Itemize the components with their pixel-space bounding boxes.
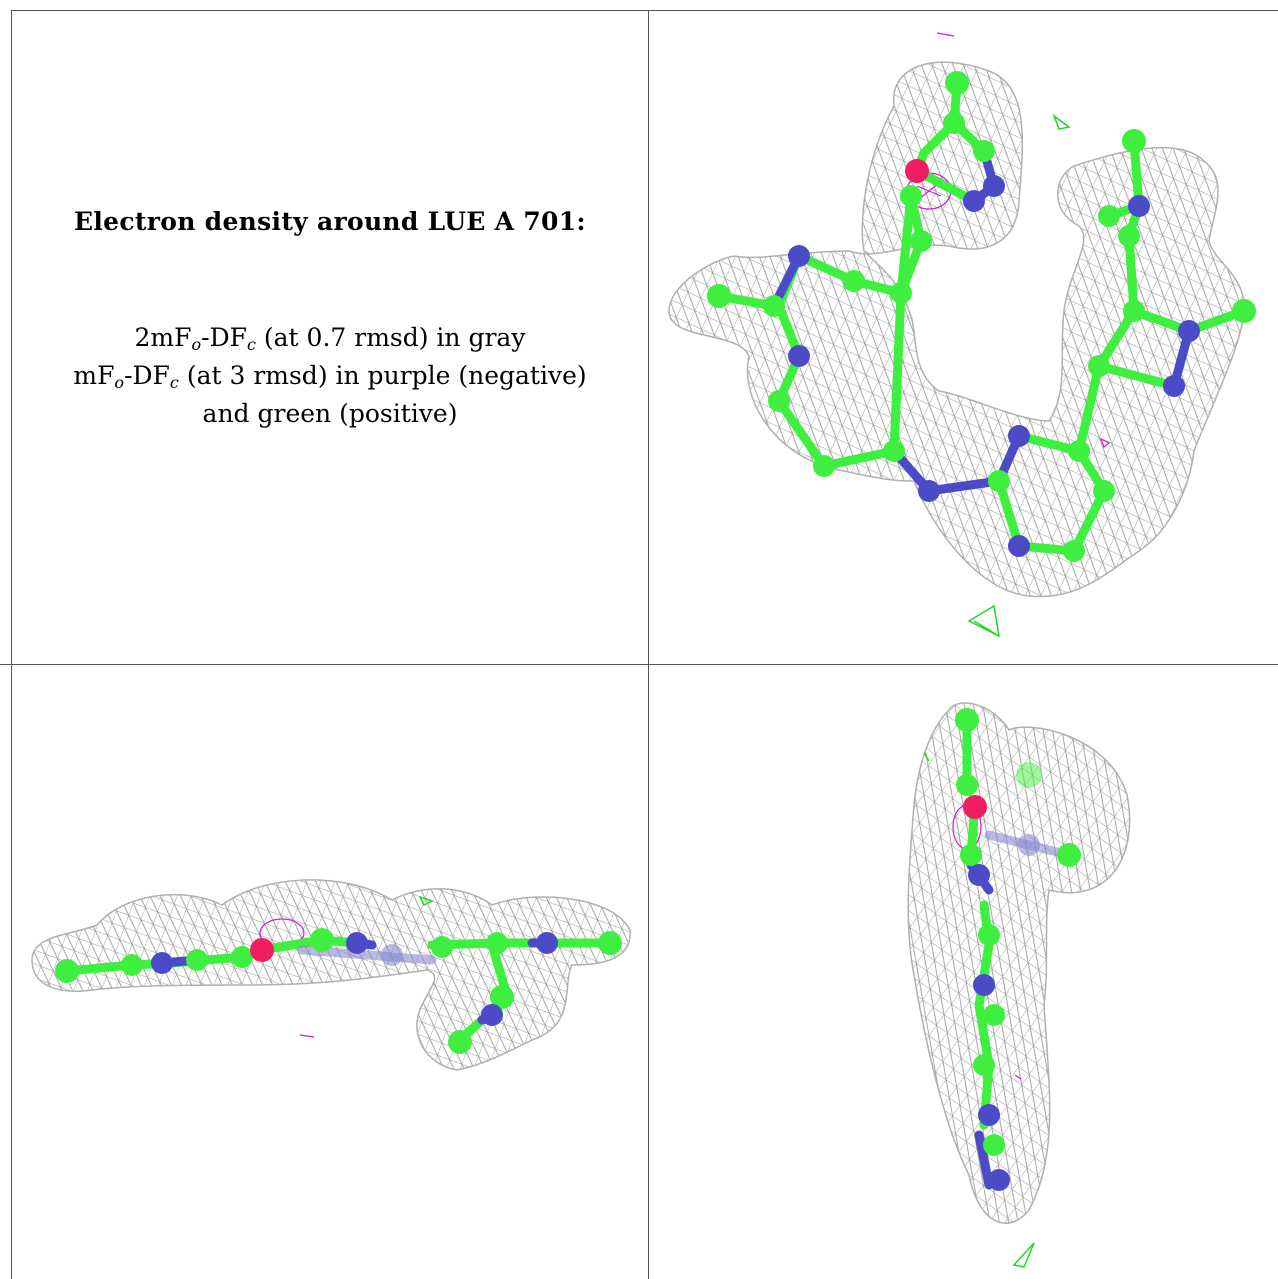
ligand-atoms	[955, 708, 1081, 1191]
density-mesh-positive	[923, 752, 1035, 1268]
figure-frame	[11, 10, 1278, 1279]
density-legend: 2mFo-DFc (at 0.7 rmsd) in gray mFo-DFc (…	[12, 319, 648, 433]
density-mesh-2fofc	[907, 702, 1131, 1224]
molecule-view-face-on	[668, 32, 1256, 638]
density-view-side	[12, 665, 648, 1279]
vertical-divider	[648, 10, 649, 1279]
molecule-view-edge-on	[31, 879, 631, 1071]
legend-line-2fofc: 2mFo-DFc (at 0.7 rmsd) in gray	[134, 323, 526, 354]
density-mesh-2fofc	[668, 61, 1246, 598]
caption-panel: Electron density around LUE A 701: 2mFo-…	[12, 11, 648, 664]
ligand-atoms	[707, 71, 1256, 562]
ligand-atoms	[55, 928, 622, 1054]
density-view-end	[649, 665, 1278, 1279]
density-view-top	[649, 11, 1278, 664]
density-mesh-positive	[967, 113, 1071, 638]
density-mesh-2fofc	[31, 879, 631, 1071]
horizontal-divider	[0, 664, 1278, 665]
legend-line-positive: and green (positive)	[202, 399, 458, 428]
density-mesh-positive	[418, 895, 434, 907]
legend-line-fofc: mFo-DFc (at 3 rmsd) in purple (negative)	[73, 361, 587, 392]
figure-title: Electron density around LUE A 701:	[74, 207, 586, 236]
molecule-view-end-on	[907, 702, 1131, 1268]
